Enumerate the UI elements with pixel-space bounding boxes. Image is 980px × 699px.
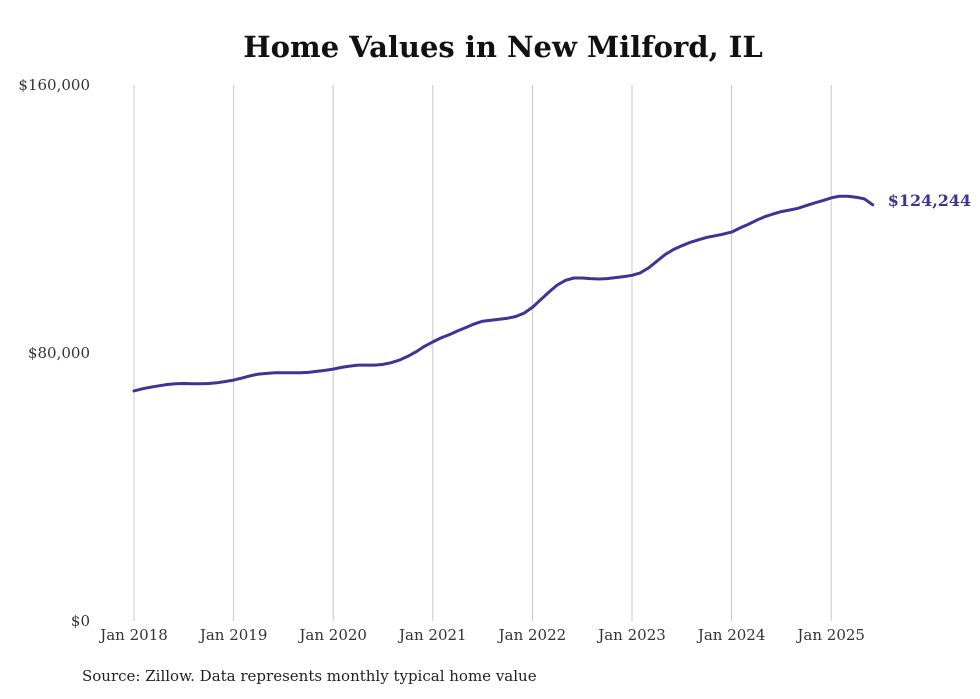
source-note: Source: Zillow. Data represents monthly … bbox=[82, 667, 537, 685]
y-tick-label: $0 bbox=[71, 612, 90, 630]
x-tick-label: Jan 2024 bbox=[696, 626, 766, 644]
x-tick-label: Jan 2021 bbox=[397, 626, 467, 644]
x-tick-label: Jan 2020 bbox=[297, 626, 367, 644]
x-axis-ticks: Jan 2018 Jan 2019 Jan 2020 Jan 2021 Jan 2022… bbox=[98, 626, 865, 644]
x-tick-label: Jan 2019 bbox=[198, 626, 268, 644]
x-tick-label: Jan 2018 bbox=[98, 626, 168, 644]
chart-title: Home Values in New Milford, IL bbox=[243, 30, 763, 64]
x-tick-label: Jan 2025 bbox=[795, 626, 865, 644]
gridlines bbox=[133, 85, 832, 621]
x-tick-label: Jan 2023 bbox=[596, 626, 666, 644]
y-tick-label: $80,000 bbox=[28, 344, 90, 362]
end-value-label: $124,244 bbox=[888, 191, 972, 210]
y-tick-label: $160,000 bbox=[18, 76, 90, 94]
y-axis-ticks: $0 $80,000 $160,000 bbox=[18, 76, 90, 630]
series-line bbox=[132, 194, 875, 393]
end-label-layer: $124,244 bbox=[888, 191, 972, 210]
x-tick-label: Jan 2022 bbox=[497, 626, 567, 644]
series-layer bbox=[132, 194, 875, 393]
